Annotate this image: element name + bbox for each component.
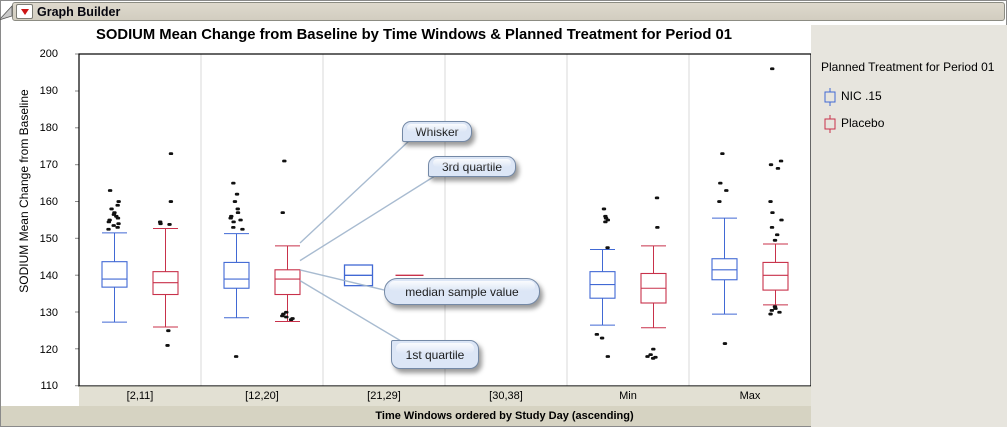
- svg-text:180: 180: [40, 122, 58, 134]
- svg-text:200: 200: [40, 48, 58, 60]
- svg-text:120: 120: [40, 344, 58, 356]
- svg-text:190: 190: [40, 85, 58, 97]
- svg-text:110: 110: [40, 380, 58, 392]
- svg-text:130: 130: [40, 307, 58, 319]
- svg-text:140: 140: [40, 270, 58, 282]
- svg-text:160: 160: [40, 196, 58, 208]
- svg-text:150: 150: [40, 233, 58, 245]
- svg-text:170: 170: [40, 159, 58, 171]
